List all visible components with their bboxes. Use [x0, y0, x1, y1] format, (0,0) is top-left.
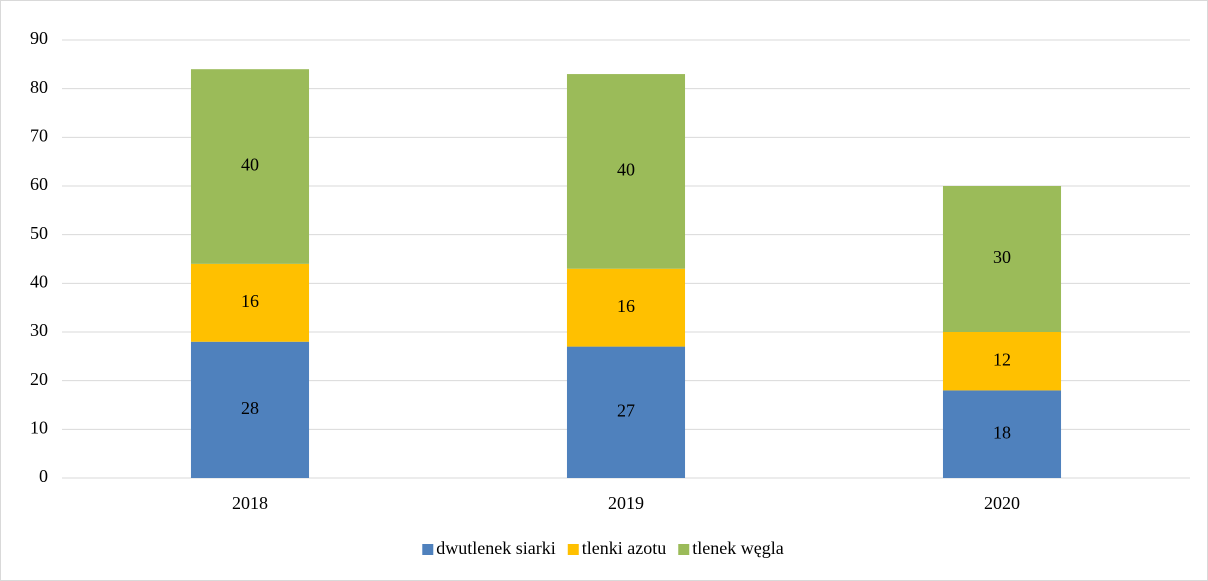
- y-tick-label: 10: [30, 417, 48, 437]
- legend-swatch: [678, 544, 690, 555]
- legend-swatch: [567, 544, 579, 555]
- legend-swatch: [422, 544, 434, 555]
- legend-label: tlenki azotu: [582, 538, 666, 558]
- bar-segment: [942, 390, 1062, 478]
- x-tick-label: 2020: [984, 493, 1020, 513]
- y-tick-label: 50: [30, 223, 48, 243]
- bar-segment: [190, 263, 310, 342]
- y-tick-label: 40: [30, 271, 48, 291]
- data-label: 12: [993, 349, 1011, 369]
- data-label: 16: [241, 291, 259, 311]
- y-tick-label: 30: [30, 320, 48, 340]
- bar-segment: [942, 332, 1062, 391]
- y-tick-label: 80: [30, 77, 48, 97]
- legend-label: tlenek węgla: [692, 538, 783, 558]
- data-label: 18: [993, 422, 1011, 442]
- bar-segment: [566, 346, 686, 478]
- legend-label: dwutlenek siarki: [436, 538, 555, 558]
- x-tick-label: 2018: [232, 493, 268, 513]
- y-tick-label: 0: [39, 466, 48, 486]
- y-tick-label: 60: [30, 174, 48, 194]
- bar-segment: [190, 69, 310, 264]
- data-label: 30: [993, 247, 1011, 267]
- bar-segment: [190, 341, 310, 478]
- y-tick-label: 70: [30, 125, 48, 145]
- bar-segment: [566, 74, 686, 269]
- data-label: 28: [241, 398, 259, 418]
- bar-segment: [942, 186, 1062, 332]
- x-tick-label: 2019: [608, 493, 644, 513]
- data-label: 16: [617, 296, 635, 316]
- y-tick-label: 90: [30, 28, 48, 48]
- bar-segment: [566, 268, 686, 347]
- data-label: 40: [241, 155, 259, 175]
- data-label: 40: [617, 160, 635, 180]
- y-tick-label: 20: [30, 369, 48, 389]
- data-label: 27: [617, 400, 635, 420]
